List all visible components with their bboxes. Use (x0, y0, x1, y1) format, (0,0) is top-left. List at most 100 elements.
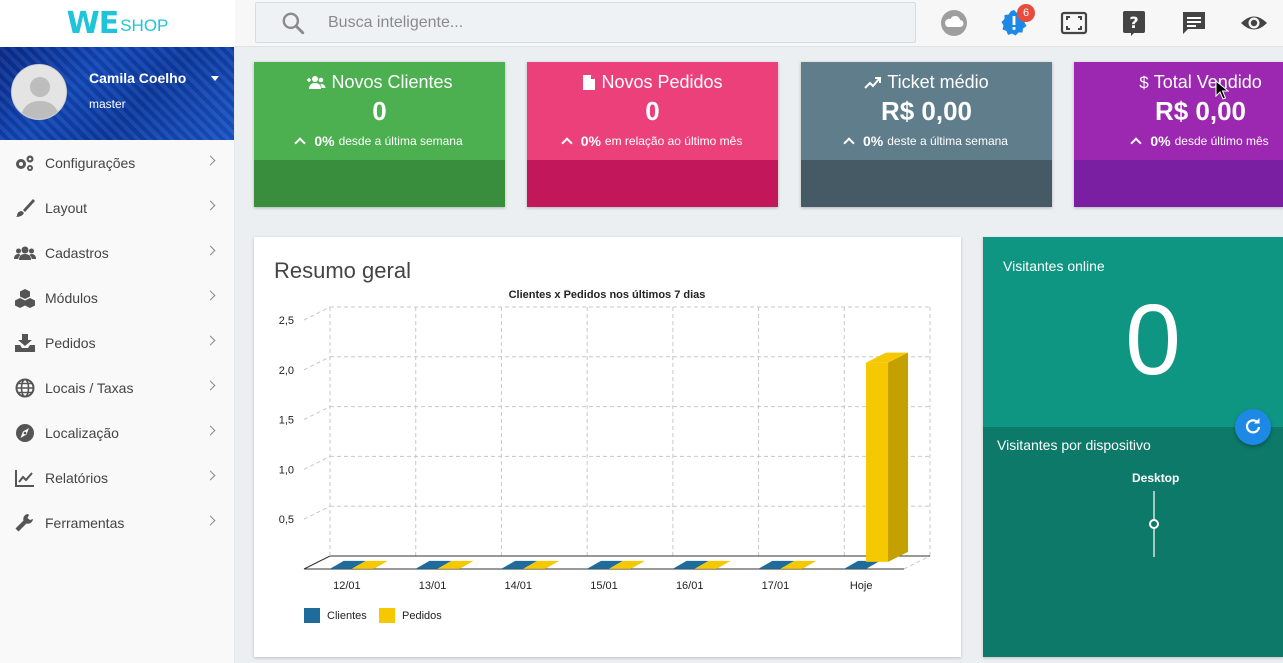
sidebar-item-localizacao[interactable]: Localização (0, 410, 234, 455)
card-novos-clientes[interactable]: Novos Clientes 0 0% desde a última semana (254, 62, 505, 207)
help-icon[interactable]: ? (1119, 8, 1149, 38)
chart-floor-edge (903, 555, 931, 570)
visitors-online-count: 0 (1125, 284, 1181, 396)
bar-clientes-5 (758, 560, 795, 569)
wrench-icon (14, 513, 36, 533)
top-bar: WE SHOP 6 ? (0, 0, 1283, 47)
card-value: R$ 0,00 (880, 96, 973, 126)
bar-pedidos-4 (694, 560, 731, 569)
sidebar-item-cadastros[interactable]: Cadastros (0, 230, 234, 275)
y-tick-label: 2,5 (279, 315, 294, 327)
card-subtitle: deste a última semana (887, 134, 1008, 148)
svg-text:?: ? (1129, 13, 1138, 32)
sidebar-item-ferramentas[interactable]: Ferramentas (0, 500, 234, 545)
y-tick-label: 1,0 (279, 464, 294, 476)
search-bar (255, 2, 916, 43)
chevron-up-icon (561, 137, 573, 149)
search-input[interactable] (328, 13, 888, 32)
profile-name[interactable]: Camila Coelho (89, 70, 187, 86)
trending-up-icon (864, 76, 882, 89)
card-top: Ticket médio R$ 0,00 0% deste a última se… (801, 62, 1052, 160)
bar-top (866, 352, 909, 363)
sidebar-item-label: Módulos (45, 289, 98, 306)
card-subtitle: desde último mês (1174, 134, 1269, 148)
sidebar-item-label: Layout (45, 199, 88, 216)
bar-clientes-6 (844, 560, 881, 569)
profile-role: master (89, 97, 126, 111)
cloud-icon[interactable] (939, 8, 969, 38)
visitors-online-section: Visitantes online 0 (983, 237, 1283, 427)
bar-pedidos-0 (351, 560, 388, 569)
legend-label: Pedidos (402, 610, 442, 622)
x-tick-label: Hoje (850, 580, 873, 592)
notifications-alert-icon[interactable]: 6 (999, 4, 1035, 38)
refresh-icon (1245, 418, 1261, 434)
summary-panel: Resumo geral Clientes x Pedidos nos últi… (254, 237, 961, 657)
profile-panel: Camila Coelho master (0, 47, 234, 140)
bar-pedidos-1 (437, 560, 474, 569)
chevron-right-icon (205, 335, 216, 346)
avatar[interactable] (11, 64, 67, 120)
globe-icon (14, 378, 36, 398)
chat-icon[interactable] (1179, 8, 1209, 38)
card-title: Ticket médio (887, 72, 989, 92)
card-bottom (1074, 160, 1283, 207)
sidebar-item-modulos[interactable]: Módulos (0, 275, 234, 320)
card-subtitle: em relação ao último mês (604, 134, 743, 148)
sidebar-item-layout[interactable]: Layout (0, 185, 234, 230)
chevron-up-icon (1130, 137, 1143, 149)
search-icon[interactable] (280, 10, 306, 36)
card-novos-pedidos[interactable]: Novos Pedidos 0 0% em relação ao último m… (527, 62, 778, 207)
gears-icon (14, 153, 36, 173)
sidebar-item-label: Configurações (45, 154, 136, 171)
sidebar: Camila Coelho master Configurações Layou… (0, 47, 235, 663)
orders-clients-chart: Clientes x Pedidos nos últimos 7 dias 0,5… (279, 289, 931, 623)
chart-floor-left (303, 555, 331, 570)
fullscreen-icon[interactable] (1059, 8, 1089, 38)
logo-we-text: WE (66, 6, 120, 41)
legend-swatch (379, 608, 395, 623)
card-bottom (254, 160, 505, 207)
card-total-vendido[interactable]: $ Total Vendido R$ 0,00 0% desde último m… (1074, 62, 1283, 207)
sidebar-item-label: Pedidos (45, 334, 96, 351)
sidebar-item-locais-taxas[interactable]: Locais / Taxas (0, 365, 234, 410)
profile-dropdown-caret-icon[interactable] (211, 76, 219, 81)
notification-badge: 6 (1017, 4, 1035, 22)
chevron-right-icon (205, 155, 216, 166)
panel-title: Resumo geral (274, 258, 411, 283)
visitors-panel: Visitantes online 0 Visitantes por dispo… (983, 237, 1283, 657)
chevron-right-icon (205, 245, 216, 256)
card-percent: 0% (1150, 133, 1171, 149)
chevron-right-icon (205, 425, 216, 436)
eye-icon[interactable] (1239, 8, 1269, 38)
card-percent: 0% (863, 133, 884, 149)
chart-gridline-depth (303, 406, 331, 421)
sidebar-item-configuracoes[interactable]: Configurações (0, 140, 234, 185)
x-tick-label: 17/01 (762, 580, 790, 592)
chart-title: Clientes x Pedidos nos últimos 7 dias (509, 289, 706, 301)
sidebar-item-label: Ferramentas (45, 514, 125, 531)
line-chart-icon (14, 468, 36, 488)
device-slider-knob[interactable] (1149, 519, 1159, 529)
sidebar-item-pedidos[interactable]: Pedidos (0, 320, 234, 365)
chevron-right-icon (205, 515, 216, 526)
sidebar-item-relatorios[interactable]: Relatórios (0, 455, 234, 500)
y-tick-label: 2,0 (279, 365, 294, 377)
cubes-icon (14, 288, 36, 308)
card-top: Novos Pedidos 0 0% em relação ao último m… (527, 62, 778, 160)
brand-logo[interactable]: WE SHOP (0, 0, 235, 47)
legend-label: Clientes (327, 610, 367, 622)
x-tick-label: 15/01 (590, 580, 618, 592)
chart-gridline-depth (303, 306, 331, 321)
card-ticket-medio[interactable]: Ticket médio R$ 0,00 0% deste a última se… (801, 62, 1052, 207)
bar-pedidos-5 (780, 560, 817, 569)
visitors-device-label: Visitantes por dispositivo (997, 437, 1151, 453)
chart-gridline-depth (303, 455, 331, 470)
user-add-icon (307, 75, 326, 89)
users-icon (14, 243, 36, 263)
paintbrush-icon (14, 198, 36, 218)
card-percent: 0% (580, 133, 601, 149)
refresh-button[interactable] (1235, 409, 1271, 445)
x-tick-label: 12/01 (333, 580, 361, 592)
chevron-right-icon (205, 200, 216, 211)
